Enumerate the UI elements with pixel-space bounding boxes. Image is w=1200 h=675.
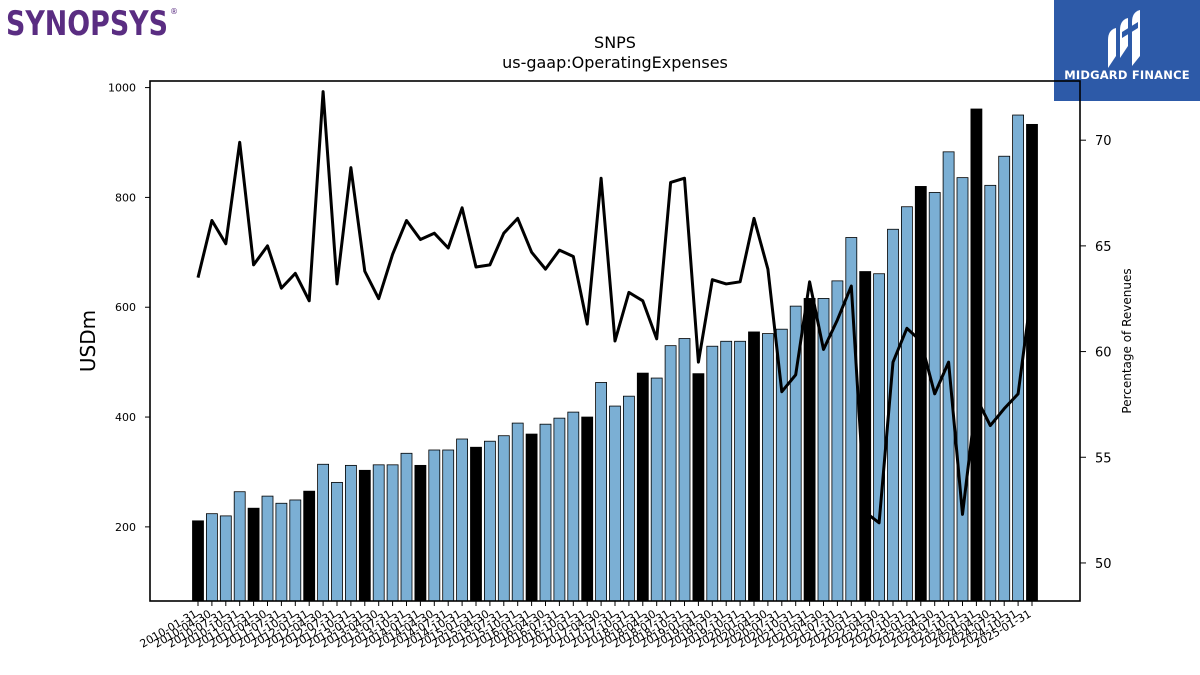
quarter-bar — [497, 435, 510, 602]
quarter-bar — [233, 491, 246, 602]
quarter-bar — [595, 382, 607, 602]
quarter-bar — [567, 411, 580, 602]
y2-axis-ticks: 50 55 60 65 70 — [1080, 134, 1112, 572]
y2-tick-label: 70 — [1095, 134, 1112, 149]
quarter-bar — [386, 464, 399, 602]
quarter-bar — [998, 155, 1011, 602]
synopsys-logo: SYNOPSYS ® — [6, 4, 178, 44]
annual-bar — [1026, 123, 1038, 602]
y2-tick-label: 55 — [1095, 451, 1112, 466]
annual-bar — [247, 507, 260, 602]
y2-tick-label: 65 — [1095, 240, 1112, 255]
quarter-bar — [275, 502, 288, 602]
quarter-bar — [205, 513, 218, 602]
quarter-bar — [623, 395, 635, 602]
quarter-bar — [901, 206, 913, 602]
annual-bar — [470, 446, 482, 602]
y2-tick-label: 60 — [1095, 346, 1112, 361]
synopsys-logo-text: SYNOPSYS — [6, 4, 168, 44]
midgard-finance-icon — [1108, 10, 1140, 68]
x-axis-ticks: 2010-01-312010-04-302010-07-312010-10-31… — [138, 601, 1034, 651]
quarter-bar — [609, 405, 621, 602]
registered-mark: ® — [170, 7, 178, 16]
bar-series — [192, 108, 1038, 602]
annual-bar — [192, 520, 204, 602]
quarter-bar — [928, 192, 941, 602]
quarter-bar — [553, 417, 566, 602]
quarter-bar — [372, 464, 385, 602]
y2-axis-label: Percentage of Revenues — [1120, 268, 1134, 413]
quarter-bar — [317, 463, 330, 602]
quarter-bar — [984, 184, 997, 602]
quarter-bar — [456, 438, 469, 602]
quarter-bar — [428, 449, 441, 602]
quarter-bar — [706, 345, 719, 602]
annual-bar — [636, 372, 649, 602]
quarter-bar — [331, 481, 343, 602]
y-tick-label: 600 — [115, 301, 136, 314]
quarter-bar — [289, 499, 302, 602]
y-tick-label: 200 — [115, 521, 136, 534]
midgard-finance-logo: MIDGARD FINANCE — [1054, 0, 1200, 101]
quarter-bar — [442, 449, 455, 602]
annual-bar — [358, 469, 371, 602]
percentage-line-series — [196, 90, 1034, 525]
quarter-bar — [511, 422, 524, 602]
quarter-bar — [873, 273, 885, 602]
annual-bar — [748, 331, 760, 602]
quarter-bar — [400, 452, 413, 602]
quarter-bar — [261, 495, 274, 602]
quarter-bar — [678, 338, 691, 602]
annual-bar — [914, 186, 927, 602]
quarter-bar — [956, 177, 969, 602]
midgard-finance-wordmark: MIDGARD FINANCE — [1064, 68, 1190, 82]
annual-bar — [414, 464, 427, 602]
annual-bar — [581, 416, 594, 602]
y-axis-ticks: 200 400 600 800 1000 — [108, 82, 150, 534]
percentage-line — [196, 90, 1034, 525]
quarter-bar — [734, 340, 746, 602]
quarter-bar — [720, 340, 733, 602]
quarter-bar — [650, 377, 663, 602]
y-tick-label: 800 — [115, 191, 136, 204]
quarter-bar — [664, 345, 677, 602]
y-tick-label: 1000 — [108, 82, 136, 95]
chart-title: SNPS — [594, 33, 636, 52]
quarter-bar — [344, 464, 357, 602]
quarter-bar — [762, 333, 774, 602]
annual-bar — [303, 490, 316, 602]
quarter-bar — [219, 515, 232, 602]
annual-bar — [692, 373, 705, 602]
quarter-bar — [483, 440, 496, 602]
quarter-bar — [539, 423, 552, 602]
annual-bar — [803, 298, 816, 602]
annual-bar — [970, 108, 983, 602]
chart-subtitle: us-gaap:OperatingExpenses — [502, 53, 728, 72]
y-axis-label: USDm — [76, 310, 100, 372]
y-tick-label: 400 — [115, 411, 136, 424]
annual-bar — [525, 433, 538, 602]
y2-tick-label: 50 — [1095, 557, 1112, 572]
